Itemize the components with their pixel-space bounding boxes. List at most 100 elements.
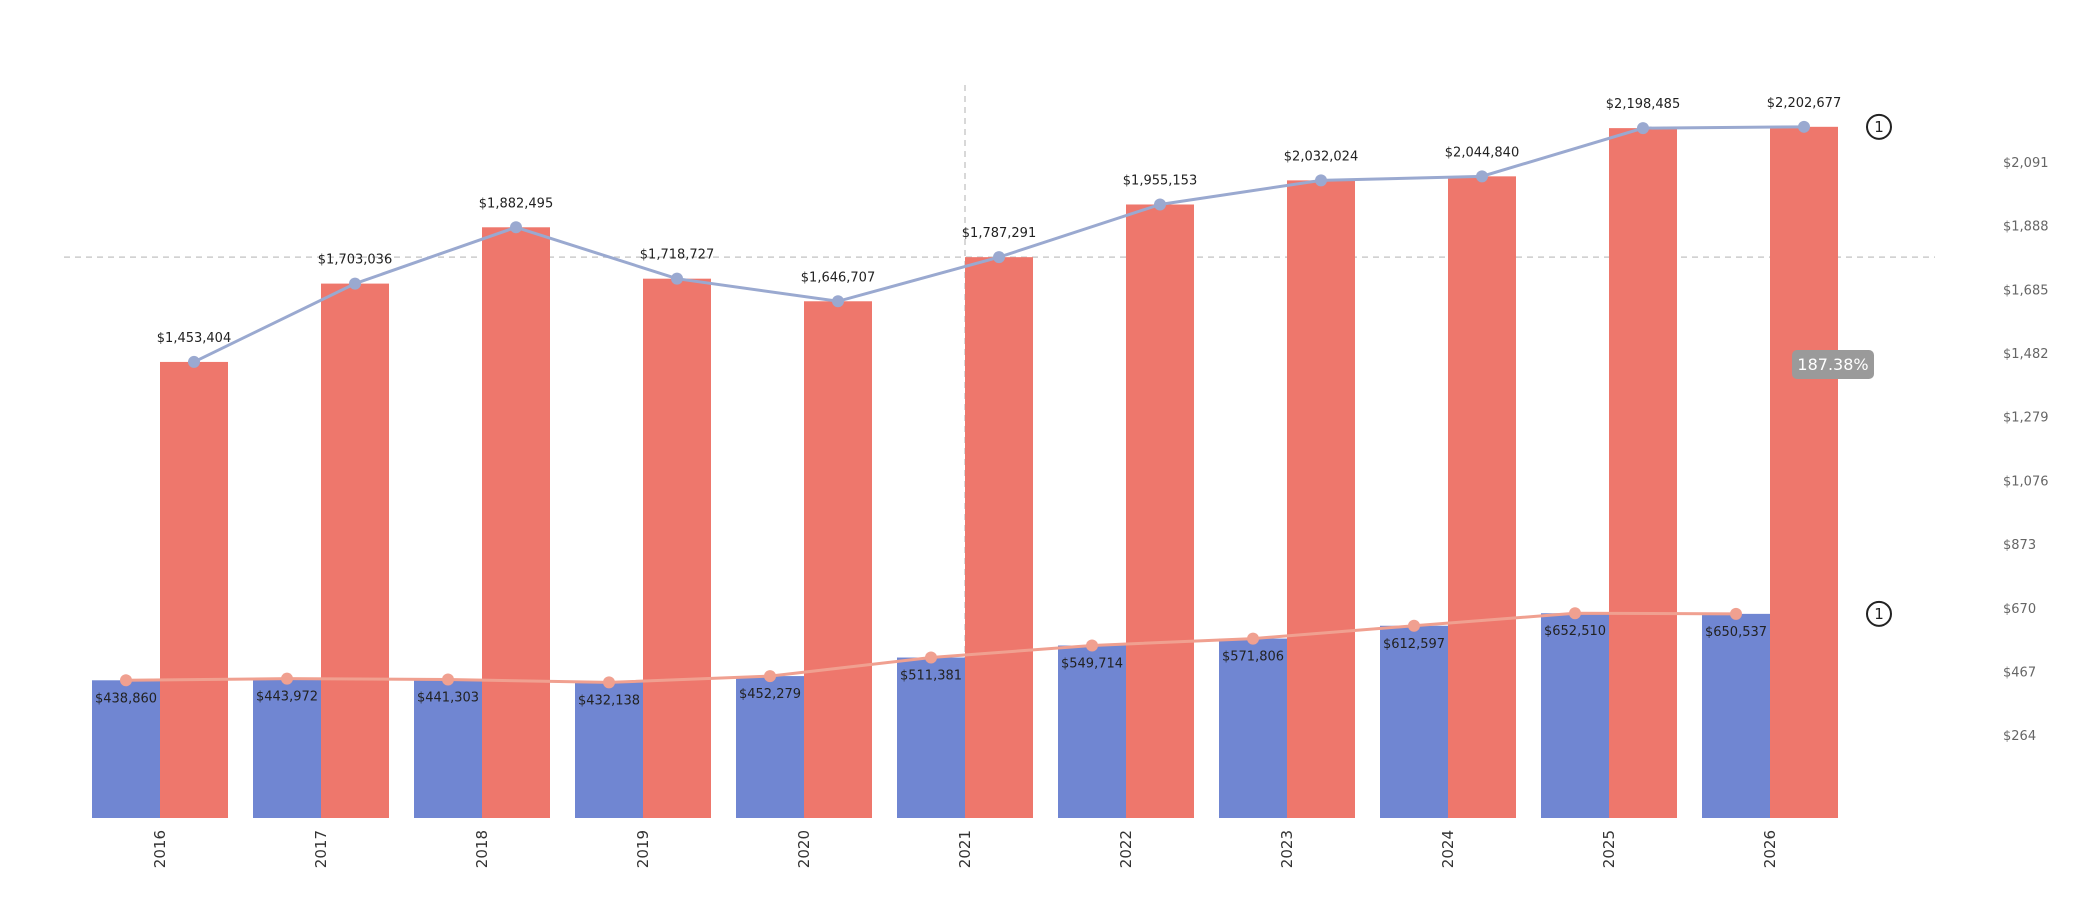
bar-series-1-2020: [804, 301, 872, 819]
x-tick-label-2023: 2023: [1278, 830, 1296, 868]
line-end-marker-series-0: 1: [1866, 600, 1892, 627]
y-tick-label: $670: [2003, 602, 2036, 617]
data-label-series-1-2025: $2,198,485: [1606, 97, 1680, 112]
bar-series-0-2016: [92, 680, 160, 818]
data-label-series-1-2023: $2,032,024: [1284, 149, 1358, 164]
data-label-series-1-2018: $1,882,495: [479, 196, 553, 211]
marker-text: 1: [1874, 605, 1884, 623]
line-end-marker-series-1: 1: [1866, 113, 1892, 140]
percent-change-badge: 187.38%: [1792, 350, 1874, 379]
point-series-1-2019: [671, 272, 683, 285]
data-label-series-1-2024: $2,044,840: [1445, 145, 1519, 160]
bar-series-0-2019: [575, 682, 643, 818]
bar-series-0-2018: [414, 679, 482, 818]
bar-series-1-2024: [1448, 176, 1516, 818]
x-tick-label-2020: 2020: [795, 830, 813, 868]
point-series-0-2025: [1569, 607, 1581, 620]
x-tick-label-2025: 2025: [1600, 830, 1618, 868]
badge-text: 187.38%: [1797, 355, 1868, 374]
y-tick-label: $2,091: [2003, 156, 2049, 171]
bar-series-1-2026: [1770, 126, 1838, 819]
bar-series-0-2022: [1058, 645, 1126, 818]
data-label-series-0-2022: $549,714: [1061, 657, 1123, 672]
x-tick-label-2021: 2021: [956, 830, 974, 868]
data-label-series-0-2021: $511,381: [900, 669, 962, 684]
trend-lines-layer: [120, 120, 1810, 689]
point-series-0-2018: [442, 673, 454, 686]
bar-series-0-2017: [253, 678, 321, 818]
y-tick-label: $467: [2003, 665, 2036, 680]
badge-background: [1792, 350, 1874, 379]
marker-text: 1: [1874, 118, 1884, 136]
bar-series-1-2017: [321, 283, 389, 818]
data-label-series-1-2022: $1,955,153: [1123, 173, 1197, 188]
y-tick-label: $1,482: [2003, 347, 2049, 362]
bar-series-0-2024: [1380, 625, 1448, 818]
marker-circle: [1866, 600, 1892, 627]
x-tick-label-2026: 2026: [1761, 830, 1779, 868]
x-tick-label-2017: 2017: [312, 830, 330, 868]
point-series-1-2025: [1637, 122, 1649, 135]
point-series-0-2019: [603, 676, 615, 689]
data-label-series-0-2016: $438,860: [95, 691, 157, 706]
point-series-1-2026: [1798, 120, 1810, 133]
point-series-1-2016: [188, 355, 200, 368]
bar-series-0-2020: [736, 676, 804, 818]
bar-series-1-2022: [1126, 204, 1194, 819]
data-label-series-0-2025: $652,510: [1544, 624, 1606, 639]
point-series-0-2020: [764, 670, 776, 683]
point-series-1-2017: [349, 277, 361, 290]
data-label-series-1-2026: $2,202,677: [1767, 96, 1841, 111]
x-tick-label-2022: 2022: [1117, 830, 1135, 868]
point-series-1-2024: [1476, 170, 1488, 183]
point-series-1-2021: [993, 251, 1005, 264]
data-label-series-0-2024: $612,597: [1383, 637, 1445, 652]
y-tick-label: $1,888: [2003, 220, 2049, 235]
point-series-0-2024: [1408, 619, 1420, 632]
bar-series-1-2019: [643, 278, 711, 819]
bar-series-1-2018: [482, 227, 550, 818]
y-axis-right: $264 $467 $670 $873 $1,076 $1,279 $1,482 $1,685…: [2003, 156, 2049, 744]
point-series-0-2021: [925, 651, 937, 664]
bar-series-1-2023: [1287, 180, 1355, 819]
y-tick-label: $1,076: [2003, 474, 2049, 489]
data-label-series-1-2020: $1,646,707: [801, 270, 875, 285]
y-tick-label: $1,279: [2003, 411, 2049, 426]
bar-series-0-2026: [1702, 613, 1770, 818]
data-label-series-0-2020: $452,279: [739, 687, 801, 702]
point-series-0-2023: [1247, 632, 1259, 645]
point-series-0-2016: [120, 674, 132, 687]
annotations-layer: 1 1 187.38%: [1792, 113, 1892, 627]
point-series-1-2023: [1315, 174, 1327, 187]
bars-layer: [92, 126, 1838, 819]
bar-series-0-2021: [897, 657, 965, 818]
point-series-1-2018: [510, 221, 522, 234]
x-tick-label-2024: 2024: [1439, 830, 1457, 868]
x-axis: 2016 2017 2018 2019 2020 2021 2022 2023 2024 2025…: [151, 830, 1779, 868]
x-tick-label-2016: 2016: [151, 830, 169, 868]
x-tick-label-2019: 2019: [634, 830, 652, 868]
y-tick-label: $873: [2003, 538, 2036, 553]
data-label-series-0-2026: $650,537: [1705, 625, 1767, 640]
data-label-series-0-2017: $443,972: [256, 690, 318, 705]
point-series-1-2022: [1154, 198, 1166, 211]
data-label-series-0-2018: $441,303: [417, 691, 479, 706]
data-labels-layer: $438,860 $1,453,404 $443,972 $1,703,036 $441…: [95, 96, 1841, 709]
point-series-0-2017: [281, 672, 293, 685]
point-series-1-2020: [832, 295, 844, 308]
data-label-series-1-2016: $1,453,404: [157, 331, 231, 346]
data-label-series-0-2023: $571,806: [1222, 650, 1284, 665]
bar-series-1-2025: [1609, 128, 1677, 819]
bar-series-1-2016: [160, 361, 228, 818]
bar-series-0-2025: [1541, 613, 1609, 818]
data-label-series-1-2017: $1,703,036: [318, 253, 392, 268]
data-label-series-1-2019: $1,718,727: [640, 248, 714, 263]
data-label-series-0-2019: $432,138: [578, 693, 640, 708]
x-tick-label-2018: 2018: [473, 830, 491, 868]
bar-series-0-2023: [1219, 638, 1287, 818]
data-label-series-1-2021: $1,787,291: [962, 226, 1036, 241]
y-tick-label: $1,685: [2003, 283, 2049, 298]
bar-series-1-2021: [965, 257, 1033, 818]
